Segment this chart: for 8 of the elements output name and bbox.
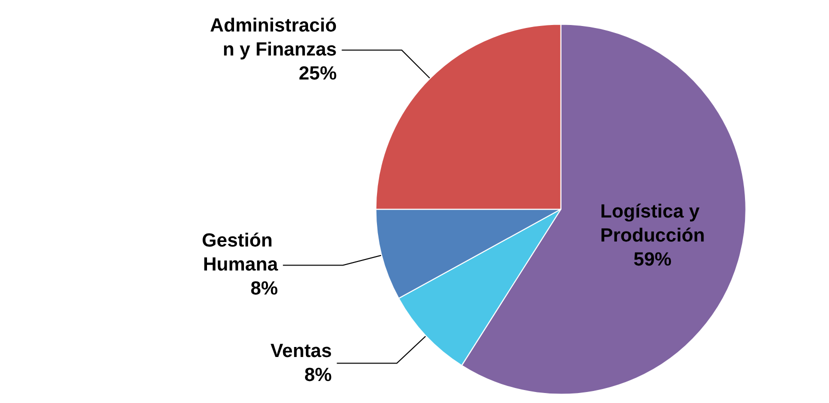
slice-label: Logística y Producción xyxy=(600,201,705,246)
slice-label: Gestión Humana xyxy=(202,230,278,276)
data-label: 8% xyxy=(250,278,278,300)
data-label: 8% xyxy=(304,364,332,386)
data-label: 25% xyxy=(298,64,337,85)
slice-label: Ventas xyxy=(270,340,332,362)
data-label: 59% xyxy=(634,249,672,270)
slice-label: Administración y Finanzas xyxy=(210,16,337,61)
